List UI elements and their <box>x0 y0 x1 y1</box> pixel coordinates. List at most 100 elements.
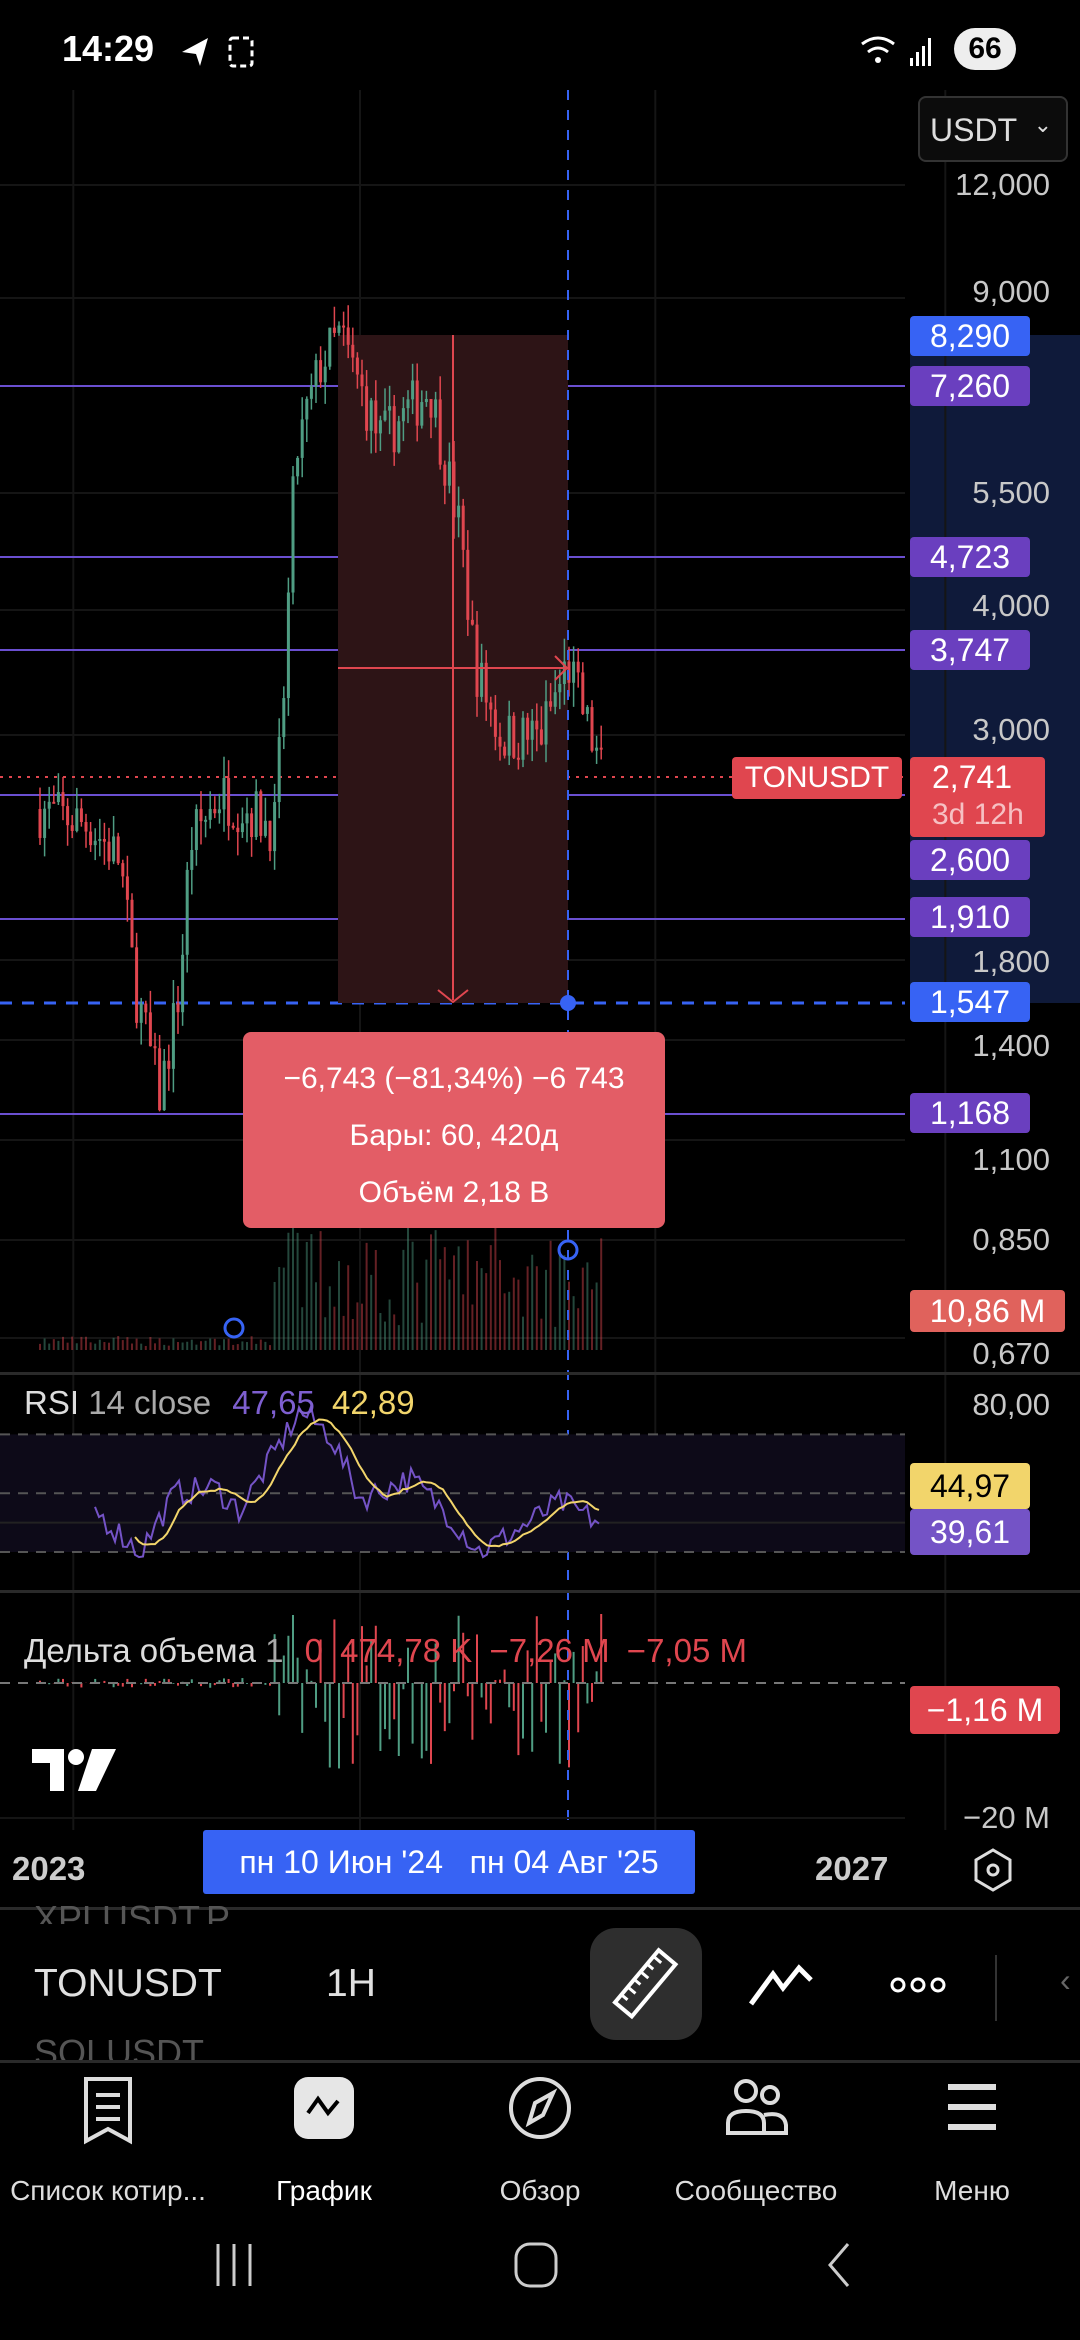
candle-body <box>144 1003 148 1013</box>
candle-body <box>167 1060 171 1069</box>
price-level-badge[interactable]: 3,747 <box>910 630 1030 670</box>
candle-body <box>549 701 553 707</box>
recent-apps-icon[interactable] <box>210 2240 260 2290</box>
price-axis-label: 1,800 <box>972 944 1050 979</box>
price-level-badge[interactable]: 1,547 <box>910 982 1030 1022</box>
candle-body <box>585 707 589 714</box>
candle-body <box>489 702 493 710</box>
candle-body <box>530 720 534 740</box>
currency-select[interactable]: USDT ⌄ <box>918 96 1068 162</box>
home-icon[interactable] <box>512 2240 562 2290</box>
price-level-badge[interactable]: 8,290 <box>910 316 1030 356</box>
candle-body <box>470 619 474 625</box>
candle-body <box>52 801 56 804</box>
candle-body <box>162 1060 166 1111</box>
more-icon[interactable] <box>888 1970 948 2000</box>
prev-symbol[interactable]: XPLUSDT.P <box>34 1898 231 1924</box>
nav-label: График <box>276 2175 372 2206</box>
ruler-button[interactable] <box>590 1928 702 2040</box>
candle-body <box>84 821 88 832</box>
measure-tooltip: −6,743 (−81,34%) −6 743 Бары: 60, 420д О… <box>243 1032 665 1228</box>
next-symbol[interactable]: SOLUSDT <box>34 2032 205 2060</box>
candle-body <box>590 707 594 751</box>
collapse-arrow-icon[interactable]: ‹ <box>1060 1962 1071 1998</box>
candle-body <box>208 808 212 820</box>
volume-badge: 10,86 M <box>910 1290 1065 1332</box>
back-icon[interactable] <box>820 2240 860 2290</box>
candle-body <box>475 624 479 697</box>
candle-body <box>526 717 530 740</box>
candle-body <box>250 813 254 838</box>
candle-body <box>240 823 244 833</box>
candle-body <box>47 801 51 809</box>
price-level-badge[interactable]: 1,910 <box>910 897 1030 937</box>
rsi-ma-value: 42,89 <box>332 1384 415 1421</box>
range-start: пн 10 Июн '24 <box>239 1844 443 1880</box>
candle-body <box>337 325 341 333</box>
price-level-badge[interactable]: 1,168 <box>910 1093 1030 1133</box>
candle-body <box>558 683 562 693</box>
delta-value-1: 0 <box>304 1632 323 1669</box>
symbol-last-price-label: TONUSDT <box>732 757 902 799</box>
candle-body <box>401 408 405 422</box>
rsi-badge: 39,61 <box>910 1509 1030 1555</box>
price-axis-label: 9,000 <box>972 274 1050 309</box>
candle-body <box>378 420 382 434</box>
candle-body <box>245 813 249 824</box>
price-axis-label: 12,000 <box>955 167 1050 202</box>
compass-icon <box>509 2077 571 2139</box>
candle-body <box>581 672 585 714</box>
community-icon <box>726 2079 788 2135</box>
candle-body <box>516 757 520 760</box>
price-level-badge[interactable]: 7,260 <box>910 366 1030 406</box>
chart-canvas[interactable] <box>0 90 1080 1920</box>
candle-body <box>61 792 65 807</box>
candle-body <box>43 808 47 838</box>
candle-body <box>424 399 428 403</box>
drawing-tools-icon[interactable] <box>745 1960 817 2010</box>
candle-body <box>185 869 189 955</box>
delta-axis-label: −20 M <box>962 1800 1050 1835</box>
candle-body <box>438 399 442 465</box>
delta-param: 1 <box>265 1632 284 1669</box>
candle-body <box>383 410 387 421</box>
candle-body <box>576 661 580 673</box>
candle-body <box>553 692 557 707</box>
watchlist-icon <box>84 2077 132 2145</box>
candle-body <box>461 505 465 550</box>
candle-body <box>599 747 603 750</box>
candle-body <box>392 406 396 453</box>
rsi-ma-line <box>134 1418 600 1548</box>
delta-value-3: −7,26 M <box>489 1632 610 1669</box>
candle-body <box>236 827 240 833</box>
candle-body <box>434 399 438 418</box>
delta-legend[interactable]: Дельта объема 1 0 474,78 K −7,26 M −7,05… <box>24 1632 747 1670</box>
chart-settings-icon[interactable] <box>973 1848 1013 1892</box>
time-range-label: пн 10 Июн '24 пн 04 Авг '25 <box>203 1830 695 1894</box>
candle-body <box>355 357 359 375</box>
status-time: 14:29 <box>62 28 155 69</box>
candle-body <box>227 778 231 826</box>
candle-body <box>562 661 566 684</box>
divider <box>995 1955 997 2021</box>
telegram-screenshot-icons <box>182 36 254 68</box>
symbol-selector[interactable]: TONUSDT <box>34 1962 222 2005</box>
measure-change: −6,743 (−81,34%) −6 743 <box>283 1062 625 1095</box>
candle-body <box>493 709 497 737</box>
candle-body <box>75 808 79 831</box>
price-level-badge[interactable]: 2,600 <box>910 840 1030 880</box>
nav-label: Меню <box>934 2175 1010 2206</box>
candle-body <box>282 698 286 738</box>
ruler-icon <box>612 1947 679 2020</box>
price-axis-label: 1,100 <box>972 1142 1050 1177</box>
rsi-legend[interactable]: RSI 14 close 47,65 42,89 <box>24 1384 415 1422</box>
price-axis-label: 0,850 <box>972 1222 1050 1257</box>
candle-body <box>199 809 203 822</box>
candle-body <box>277 737 281 803</box>
nav-label: Обзор <box>499 2175 581 2206</box>
interval-selector[interactable]: 1H <box>326 1962 376 2005</box>
candle-body <box>125 876 129 900</box>
candle-body <box>351 344 355 358</box>
divider <box>0 1907 1080 1910</box>
price-level-badge[interactable]: 4,723 <box>910 537 1030 577</box>
